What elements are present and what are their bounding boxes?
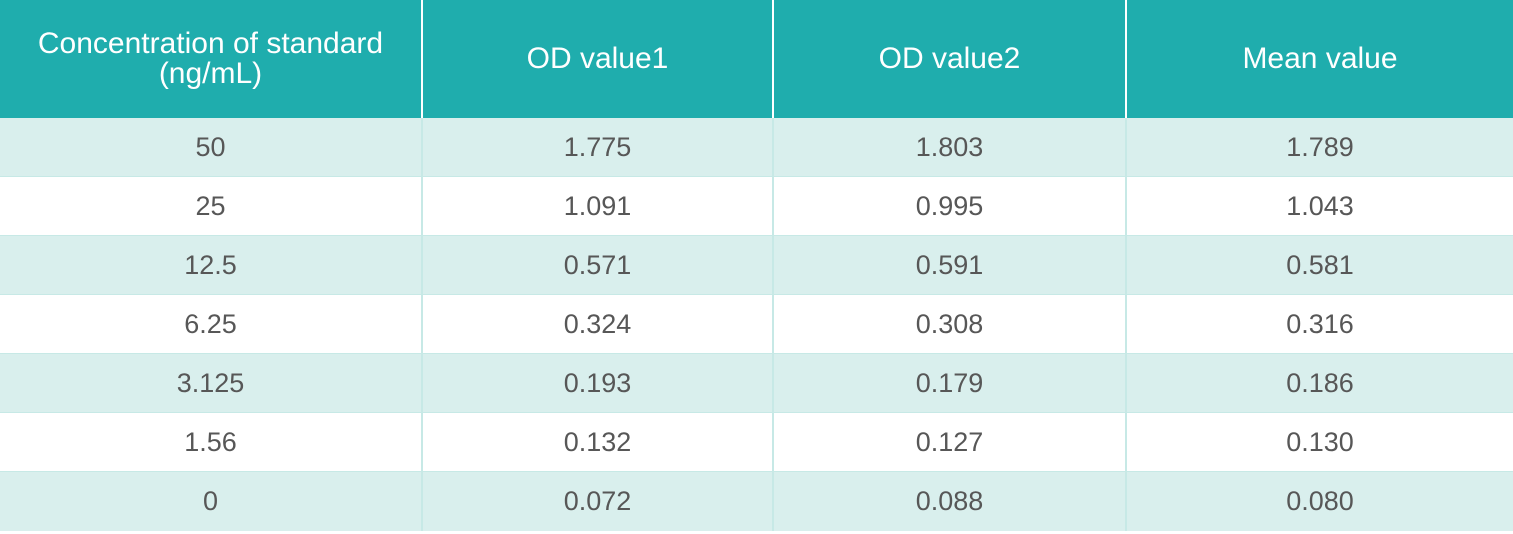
concentration-cell: 3.125 [0,354,423,412]
table-row: 1.56 0.132 0.127 0.130 [0,413,1513,472]
od-value-1-cell: 0.324 [423,295,774,353]
od-value-1-cell: 1.091 [423,177,774,235]
table-row: 50 1.775 1.803 1.789 [0,118,1513,177]
header-mean-value: Mean value [1242,42,1398,75]
concentration-cell: 12.5 [0,236,423,294]
od-value-2-cell: 0.088 [774,472,1127,531]
mean-value-cell: 0.316 [1286,308,1354,339]
mean-value-cell: 1.043 [1286,190,1354,221]
table-row: 0 0.072 0.088 0.080 [0,472,1513,531]
od-value-1-cell: 0.193 [423,354,774,412]
header-concentration: Concentration of standard (ng/mL) [0,0,423,118]
table-row: 12.5 0.571 0.591 0.581 [0,236,1513,295]
table-header-row: Concentration of standard (ng/mL) OD val… [0,0,1513,118]
od-value-1-cell: 0.571 [423,236,774,294]
mean-value-cell: 0.581 [1286,249,1354,280]
od-value-1-cell: 0.072 [423,472,774,531]
table-row: 3.125 0.193 0.179 0.186 [0,354,1513,413]
mean-value-cell: 0.080 [1286,486,1354,516]
header-od-value-2: OD value2 [774,0,1127,118]
table-row: 25 1.091 0.995 1.043 [0,177,1513,236]
mean-value-cell: 0.130 [1286,426,1354,457]
table-row: 6.25 0.324 0.308 0.316 [0,295,1513,354]
od-value-1-cell: 1.775 [423,118,774,176]
header-od-value-1: OD value1 [423,0,774,118]
concentration-cell: 50 [0,118,423,176]
mean-value-cell: 0.186 [1286,367,1354,398]
od-value-2-cell: 0.308 [774,295,1127,353]
mean-value-cell: 1.789 [1286,131,1354,162]
od-value-2-cell: 0.179 [774,354,1127,412]
concentration-cell: 0 [0,472,423,531]
od-value-2-cell: 0.995 [774,177,1127,235]
od-value-2-cell: 0.591 [774,236,1127,294]
od-value-1-cell: 0.132 [423,413,774,471]
concentration-cell: 1.56 [0,413,423,471]
concentration-cell: 6.25 [0,295,423,353]
concentration-cell: 25 [0,177,423,235]
od-value-2-cell: 0.127 [774,413,1127,471]
od-value-2-cell: 1.803 [774,118,1127,176]
